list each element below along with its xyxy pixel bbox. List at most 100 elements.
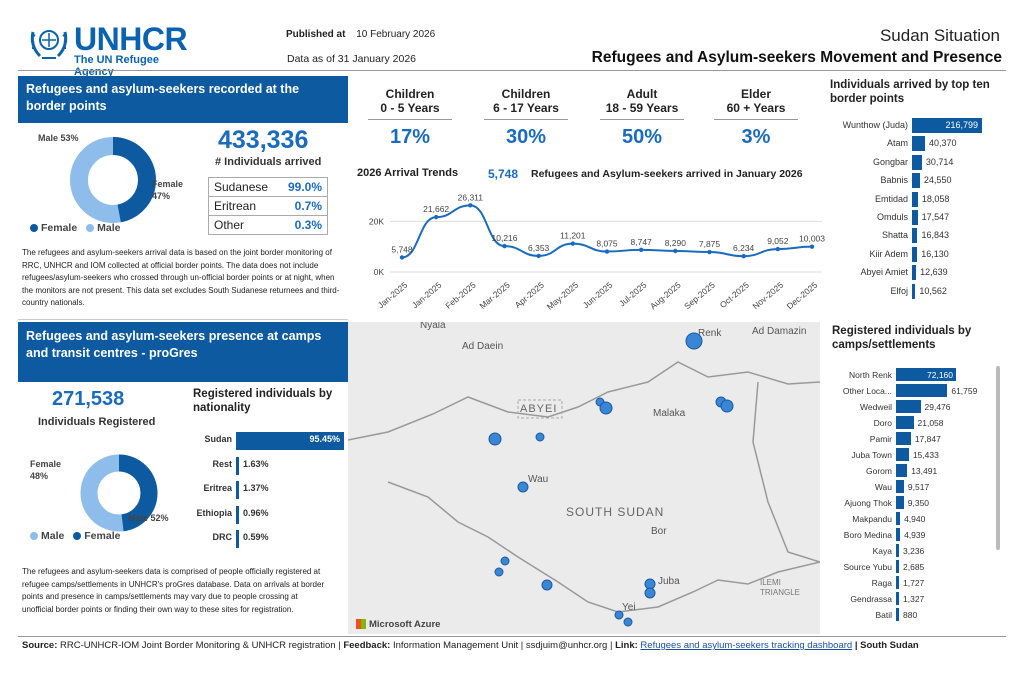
map-marker[interactable] bbox=[494, 567, 504, 577]
bar-category-label: Wunthow (Juda) bbox=[842, 120, 908, 130]
map-label: Bor bbox=[651, 526, 667, 537]
map-marker[interactable] bbox=[535, 432, 545, 442]
data-label: 9,052 bbox=[767, 236, 789, 246]
bar[interactable] bbox=[896, 560, 899, 573]
map-marker[interactable] bbox=[685, 332, 703, 350]
bar-category-label: Kiir Adem bbox=[869, 248, 908, 259]
bar[interactable] bbox=[912, 191, 918, 207]
map-marker[interactable] bbox=[541, 579, 553, 591]
data-point[interactable] bbox=[638, 247, 644, 253]
map-label: SOUTH SUDAN bbox=[566, 505, 665, 519]
data-point[interactable] bbox=[570, 241, 576, 246]
bar[interactable] bbox=[236, 505, 239, 524]
data-point[interactable] bbox=[673, 248, 678, 254]
presence-divider bbox=[18, 319, 348, 320]
age-range: 0 - 5 Years bbox=[380, 101, 440, 115]
border-note: The refugees and asylum-seekers arrival … bbox=[22, 248, 340, 307]
bar[interactable] bbox=[896, 496, 904, 509]
map-marker[interactable] bbox=[500, 556, 510, 566]
bar-value-label: 18,058 bbox=[921, 193, 950, 204]
bar-value-label: 4,940 bbox=[904, 514, 926, 524]
border-gender-donut bbox=[70, 137, 156, 223]
bar[interactable] bbox=[912, 228, 918, 244]
x-tick-label: Mar-2025 bbox=[477, 280, 512, 311]
bar-category-label: Kaya bbox=[872, 546, 892, 556]
age-range: 60 + Years bbox=[726, 101, 786, 115]
camps-title: Registered individuals by camps/settleme… bbox=[832, 325, 972, 351]
map-marker[interactable] bbox=[644, 587, 656, 599]
data-point[interactable] bbox=[707, 249, 712, 255]
bar[interactable] bbox=[896, 368, 956, 381]
bar-value-label: 9,350 bbox=[907, 498, 930, 508]
microsoft-logo-icon bbox=[356, 619, 366, 630]
bar[interactable] bbox=[896, 512, 901, 525]
bar-category-label: Source Yubu bbox=[843, 562, 892, 572]
bar[interactable] bbox=[896, 480, 904, 493]
map-marker[interactable] bbox=[720, 399, 734, 413]
bar[interactable] bbox=[912, 210, 918, 225]
bar[interactable] bbox=[236, 432, 344, 450]
bar[interactable] bbox=[896, 576, 899, 589]
bar[interactable] bbox=[896, 448, 909, 461]
data-point[interactable] bbox=[741, 254, 746, 259]
bar[interactable] bbox=[236, 481, 239, 499]
bar[interactable] bbox=[912, 173, 920, 189]
data-point[interactable] bbox=[604, 249, 610, 254]
bar-category-label: DRC bbox=[212, 532, 233, 542]
data-point[interactable] bbox=[502, 243, 507, 249]
data-point[interactable] bbox=[536, 253, 541, 259]
data-point[interactable] bbox=[775, 246, 781, 252]
bar[interactable] bbox=[236, 456, 239, 475]
map-marker[interactable] bbox=[599, 401, 613, 415]
bar[interactable] bbox=[912, 246, 918, 262]
bar[interactable] bbox=[896, 544, 899, 557]
male-legend-dot bbox=[30, 532, 38, 541]
x-tick-label: May-2025 bbox=[545, 280, 581, 312]
nationality-title: Registered individuals by nationality bbox=[193, 388, 333, 414]
bar[interactable] bbox=[236, 530, 239, 548]
female-legend-dot bbox=[73, 532, 82, 541]
published-label: Published at bbox=[286, 29, 346, 40]
male-legend-dot bbox=[86, 224, 95, 233]
bar-category-label: Juba Town bbox=[851, 450, 892, 460]
age-title: Children bbox=[501, 87, 551, 101]
bar[interactable] bbox=[896, 592, 899, 605]
map-marker[interactable] bbox=[488, 432, 502, 446]
presence-note: The refugees and asylum-seekers data is … bbox=[22, 567, 325, 614]
bar-value-label: 10,562 bbox=[919, 285, 947, 296]
bar[interactable] bbox=[912, 118, 982, 133]
data-point[interactable] bbox=[399, 255, 405, 260]
footer-dashboard-link[interactable]: Refugees and asylum-seekers tracking das… bbox=[640, 640, 853, 651]
bar-category-label: Omduls bbox=[876, 212, 908, 222]
bar[interactable] bbox=[912, 265, 917, 281]
presence-male-label: Male 52% bbox=[128, 513, 169, 523]
bar[interactable] bbox=[896, 608, 899, 621]
bar[interactable] bbox=[896, 400, 921, 413]
map-marker[interactable] bbox=[517, 481, 529, 493]
age-group: Children 6 - 17 Years 30% bbox=[478, 87, 574, 149]
map-marker[interactable] bbox=[623, 617, 633, 627]
legend-male: Male bbox=[97, 222, 121, 234]
bar[interactable] bbox=[896, 464, 908, 477]
bar[interactable] bbox=[896, 384, 948, 397]
map[interactable]: Nyala Ad Daein Renk Ad Damazin ABYEI Mal… bbox=[348, 322, 820, 634]
trend-jan-value: 5,748 bbox=[488, 167, 519, 181]
data-point[interactable] bbox=[809, 244, 815, 249]
bar[interactable] bbox=[896, 416, 914, 429]
bar[interactable] bbox=[912, 283, 916, 299]
bar[interactable] bbox=[912, 154, 922, 170]
bar-value-label: 880 bbox=[903, 610, 918, 620]
map-marker[interactable] bbox=[614, 610, 624, 620]
logo-name: UNHCR bbox=[74, 21, 188, 57]
bar[interactable] bbox=[912, 136, 926, 152]
camps-scrollbar[interactable] bbox=[996, 366, 1000, 550]
bar[interactable] bbox=[896, 528, 901, 541]
data-point[interactable] bbox=[468, 203, 473, 208]
bar[interactable] bbox=[896, 432, 911, 445]
unhcr-emblem-icon bbox=[30, 30, 68, 59]
bar-category-label: Boro Medina bbox=[843, 530, 892, 540]
map-label: Juba bbox=[658, 576, 680, 587]
bar-value-label: 30,714 bbox=[925, 156, 954, 167]
bar-category-label: Batil bbox=[875, 610, 892, 620]
data-point[interactable] bbox=[433, 214, 439, 220]
